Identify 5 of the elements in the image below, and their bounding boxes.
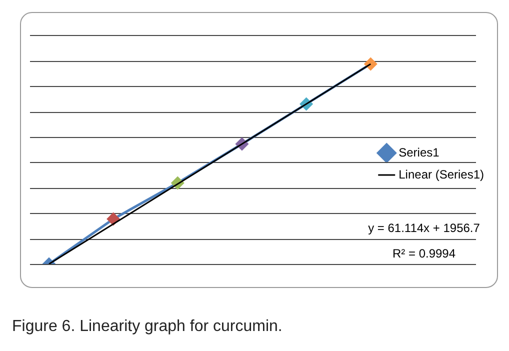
legend-label: Linear (Series1) [398,167,484,182]
annotation: y = 61.114x + 1956.7 [368,221,480,236]
annotation: R² = 0.9994 [392,246,456,261]
legend-label: Series1 [398,145,440,160]
text: Figure 6. Linearity graph for curcumin. [12,318,282,336]
